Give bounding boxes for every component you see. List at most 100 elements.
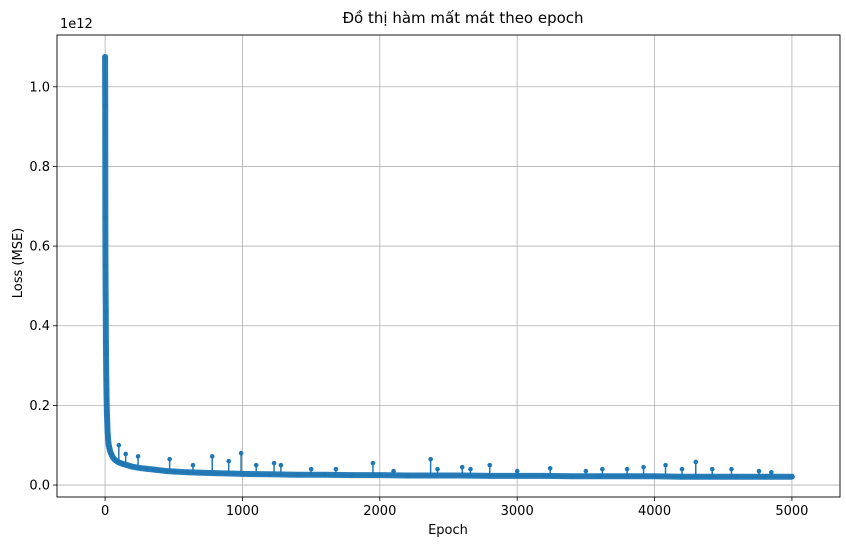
loss-point [105, 425, 110, 430]
loss-point [104, 397, 109, 402]
loss-point [171, 469, 177, 474]
y-tick-label: 0.0 [29, 479, 50, 494]
loss-point [103, 263, 108, 269]
loss-spike-point [135, 454, 141, 459]
loss-spike-point [226, 458, 232, 464]
loss-spike-point [116, 442, 122, 448]
y-axis-label: Loss (MSE) [11, 228, 26, 298]
y-tick-label: 0.4 [29, 319, 50, 334]
loss-point [150, 467, 156, 472]
x-tick-label: 2000 [363, 504, 396, 519]
x-axis-ticks: 0 1000 2000 3000 4000 5000 [101, 497, 808, 519]
loss-spike-point [459, 464, 465, 470]
loss-spike-point [756, 468, 762, 474]
loss-point [105, 436, 111, 442]
loss-point [103, 339, 109, 344]
loss-point [404, 473, 410, 478]
x-axis-label: Epoch [428, 523, 468, 538]
x-tick-label: 3000 [501, 504, 534, 519]
loss-point [514, 473, 520, 479]
loss-point [104, 409, 110, 414]
loss-point [103, 351, 109, 356]
loss-spike-point [391, 468, 396, 474]
loss-spike-point [435, 466, 440, 472]
loss-point [130, 464, 135, 470]
loss-point [104, 413, 110, 418]
y-axis-ticks: 0.0 0.2 0.4 0.6 0.8 1.0 [29, 80, 57, 494]
loss-point [350, 472, 355, 478]
loss-point [185, 470, 190, 475]
series-group [102, 53, 795, 480]
loss-spike-point [308, 466, 314, 472]
x-tick-label: 4000 [638, 504, 671, 519]
loss-spike-point [514, 468, 520, 474]
x-tick-label: 0 [101, 504, 109, 519]
loss-spike-point [487, 462, 493, 468]
loss-point [322, 472, 328, 477]
loss-point [707, 474, 712, 479]
loss-point [212, 470, 218, 476]
loss-point [104, 377, 109, 382]
grid-lines [57, 35, 840, 497]
loss-spike-point [333, 466, 339, 472]
loss-spike-point [583, 468, 589, 474]
loss-spike-point [709, 466, 715, 472]
loss-point [624, 473, 630, 479]
loss-point [103, 215, 108, 221]
y-offset-label: 1e12 [60, 17, 93, 32]
loss-spike-point [428, 456, 433, 462]
y-tick-label: 0.2 [29, 399, 50, 414]
loss-point [569, 473, 575, 479]
loss-point [789, 474, 795, 479]
loss-point [124, 462, 130, 468]
loss-spike-point [729, 466, 734, 472]
loss-point [734, 474, 740, 479]
loss-point [105, 428, 110, 434]
loss-point [102, 102, 108, 107]
loss-point [103, 309, 109, 315]
loss-spike-point [663, 462, 668, 468]
loss-point [459, 473, 465, 478]
y-tick-label: 0.6 [29, 240, 50, 255]
loss-point [240, 471, 245, 477]
loss-point [267, 471, 273, 477]
loss-spike-point [167, 456, 172, 462]
loss-point [103, 367, 109, 372]
loss-spike-point [209, 454, 215, 459]
loss-point [597, 473, 602, 479]
loss-spike-point [600, 466, 605, 472]
loss-spike-point [271, 460, 277, 466]
loss-point [432, 473, 438, 478]
loss-point [295, 472, 300, 477]
loss-spike-point [238, 450, 244, 456]
loss-point [542, 473, 547, 479]
loss-spike-point [190, 462, 196, 468]
loss-point [102, 54, 108, 60]
loss-spike-point [624, 466, 630, 472]
loss-spike-point [468, 466, 473, 472]
loss-spike-point [641, 464, 646, 470]
y-tick-label: 0.8 [29, 160, 50, 175]
loss-point [487, 473, 493, 479]
loss-point [104, 417, 110, 422]
loss-point [652, 473, 657, 479]
loss-point [157, 468, 163, 473]
loss-spike-point [278, 462, 284, 468]
loss-point [143, 466, 149, 472]
loss-point [679, 474, 685, 479]
loss-point [104, 421, 110, 426]
y-tick-label: 1.0 [29, 80, 50, 95]
loss-spike-point [693, 459, 699, 465]
loss-point [105, 432, 111, 438]
loss-spike-point [123, 451, 128, 457]
loss-point [762, 474, 767, 479]
loss-spike-point [769, 470, 774, 475]
loss-spike-point [547, 466, 553, 471]
loss-point [104, 403, 110, 408]
plot-frame [56, 34, 841, 498]
chart-title: Đồ thị hàm mất mát theo epoch [342, 9, 583, 27]
loss-point [103, 291, 108, 297]
loss-point [164, 468, 170, 474]
